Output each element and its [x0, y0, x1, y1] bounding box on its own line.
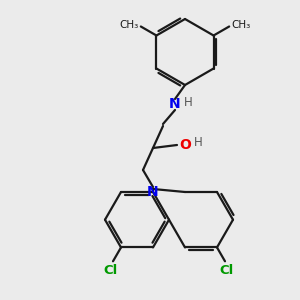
Text: CH₃: CH₃: [231, 20, 250, 31]
Text: O: O: [179, 138, 191, 152]
Text: N: N: [169, 97, 181, 111]
Text: H: H: [194, 136, 202, 149]
Text: Cl: Cl: [220, 264, 234, 277]
Text: CH₃: CH₃: [120, 20, 139, 31]
Text: Cl: Cl: [104, 264, 118, 277]
Text: H: H: [184, 95, 192, 109]
Text: N: N: [147, 185, 159, 199]
